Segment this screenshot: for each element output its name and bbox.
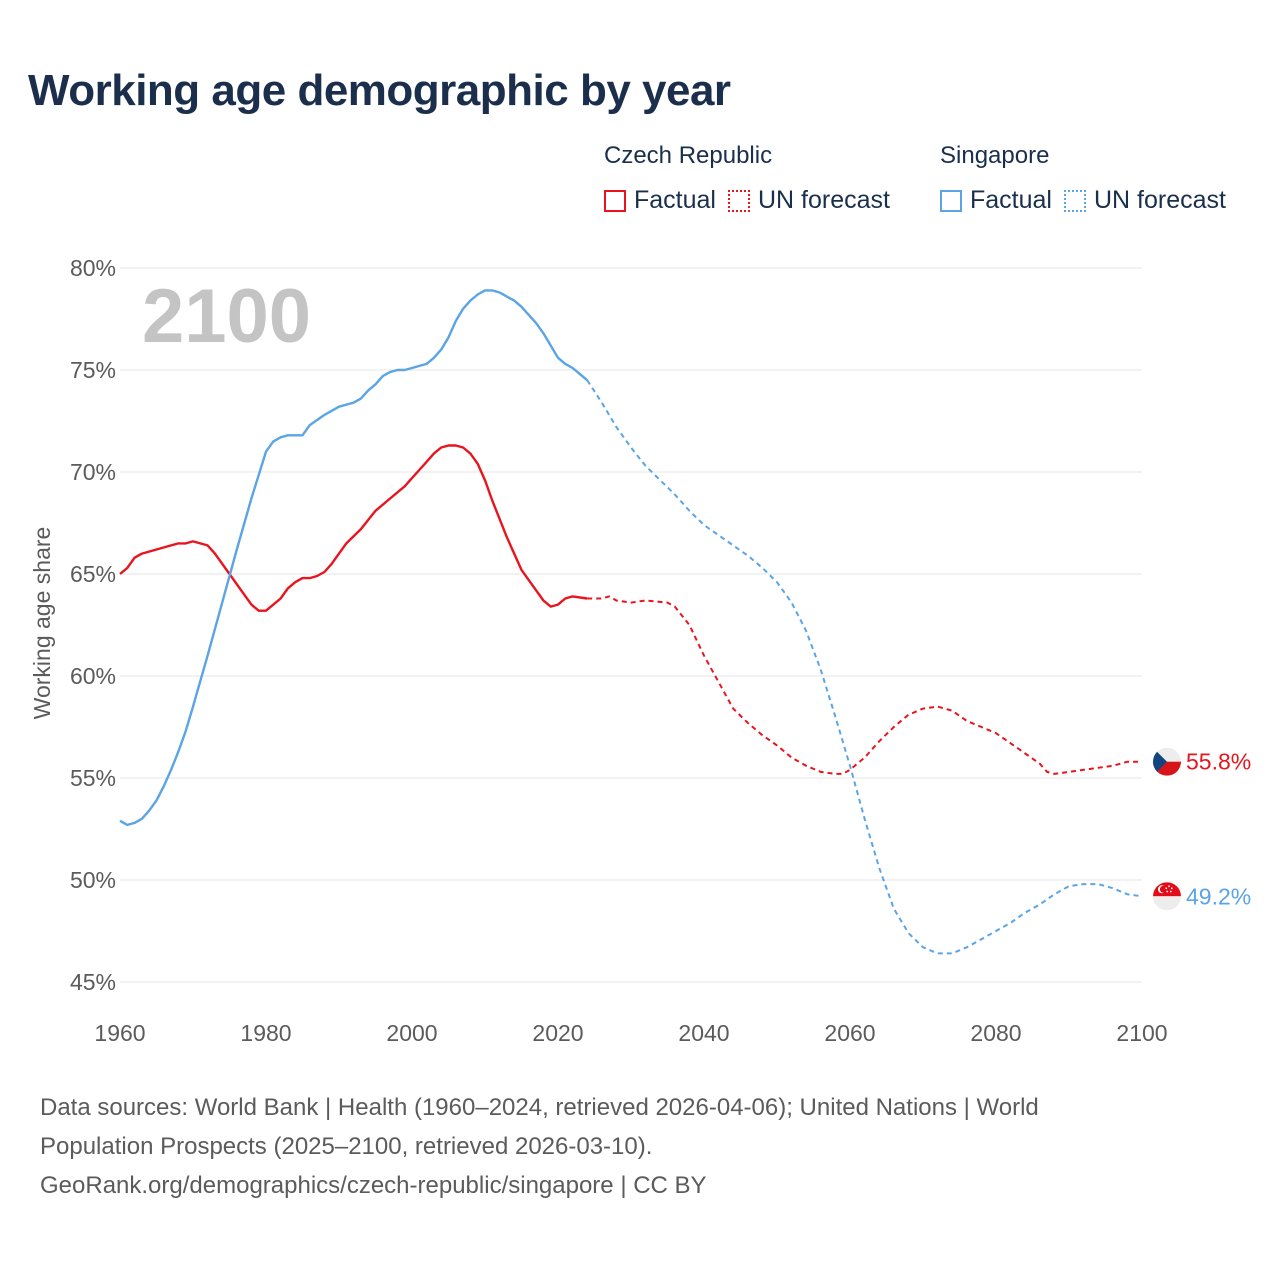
series-line-singapore-factual[interactable] (119, 289, 588, 827)
legend-group-singapore: Singapore Factual UN forecast (940, 142, 1238, 215)
grid (120, 267, 1142, 983)
x-tick-label: 1980 (240, 1020, 291, 1046)
series (119, 289, 1143, 955)
legend-label: UN forecast (757, 186, 890, 214)
y-axis-label: Working age share (29, 527, 55, 720)
footer-credit-link[interactable]: GeoRank.org/demographics/czech-republic/… (40, 1172, 707, 1199)
footer: Data sources: World Bank | Health (1960–… (40, 1088, 1220, 1205)
series-line-singapore-forecast[interactable] (586, 379, 1143, 955)
legend-label: UN forecast (1093, 186, 1226, 214)
y-tick-label: 80% (70, 255, 116, 281)
chart-title: Working age demographic by year (28, 66, 731, 115)
y-axis: 45% 50% 55% 60% 65% 70% 75% 80% (70, 255, 116, 995)
x-tick-label: 1960 (94, 1020, 145, 1046)
line-chart: 2100 45% 50% 55% 60% 65% 70% 75% 80% 1960 1980 20… (29, 255, 1251, 1046)
y-tick-label: 55% (70, 765, 116, 791)
legend-item-singapore-factual[interactable]: Factual (940, 186, 1052, 215)
legend-label: Factual (634, 186, 716, 214)
y-tick-label: 70% (70, 459, 116, 485)
legend-item-czech-factual[interactable]: Factual (604, 186, 716, 215)
czech-flag-icon (1153, 747, 1181, 776)
legend-item-singapore-forecast[interactable]: UN forecast (1063, 186, 1226, 215)
series-line-czech-republic-factual[interactable] (119, 444, 588, 612)
end-value-label: 49.2% (1186, 883, 1251, 909)
y-tick-label: 75% (70, 357, 116, 383)
year-watermark: 2100 (142, 274, 311, 359)
legend-group-name: Czech Republic (604, 142, 773, 169)
footer-source-line: Population Prospects (2025–2100, retriev… (40, 1133, 653, 1160)
x-tick-label: 2020 (532, 1020, 583, 1046)
x-tick-label: 2060 (824, 1020, 875, 1046)
end-labels: 55.8% 49.2% (1153, 747, 1251, 911)
legend-group-name: Singapore (940, 142, 1050, 169)
y-tick-label: 50% (70, 867, 116, 893)
y-tick-label: 45% (70, 969, 116, 995)
series-line-czech-republic-forecast[interactable] (587, 595, 1142, 775)
y-tick-label: 65% (70, 561, 116, 587)
legend-swatch-solid (940, 189, 962, 212)
footer-source-line: Data sources: World Bank | Health (1960–… (40, 1094, 1039, 1121)
x-tick-label: 2000 (386, 1020, 437, 1046)
legend-swatch-dotted (1063, 189, 1086, 212)
x-tick-label: 2040 (678, 1020, 729, 1046)
y-tick-label: 60% (70, 663, 116, 689)
legend-item-czech-forecast[interactable]: UN forecast (727, 186, 890, 215)
singapore-flag-icon (1153, 882, 1181, 911)
legend-group-czech: Czech Republic Factual UN forecast (604, 142, 902, 215)
x-tick-label: 2080 (970, 1020, 1021, 1046)
legend-label: Factual (970, 186, 1052, 214)
legend-swatch-solid (604, 189, 626, 212)
x-axis: 1960 1980 2000 2020 2040 2060 2080 2100 (94, 1020, 1167, 1046)
end-value-label: 55.8% (1186, 749, 1251, 775)
x-tick-label: 2100 (1116, 1020, 1167, 1046)
legend-swatch-dotted (727, 189, 750, 212)
